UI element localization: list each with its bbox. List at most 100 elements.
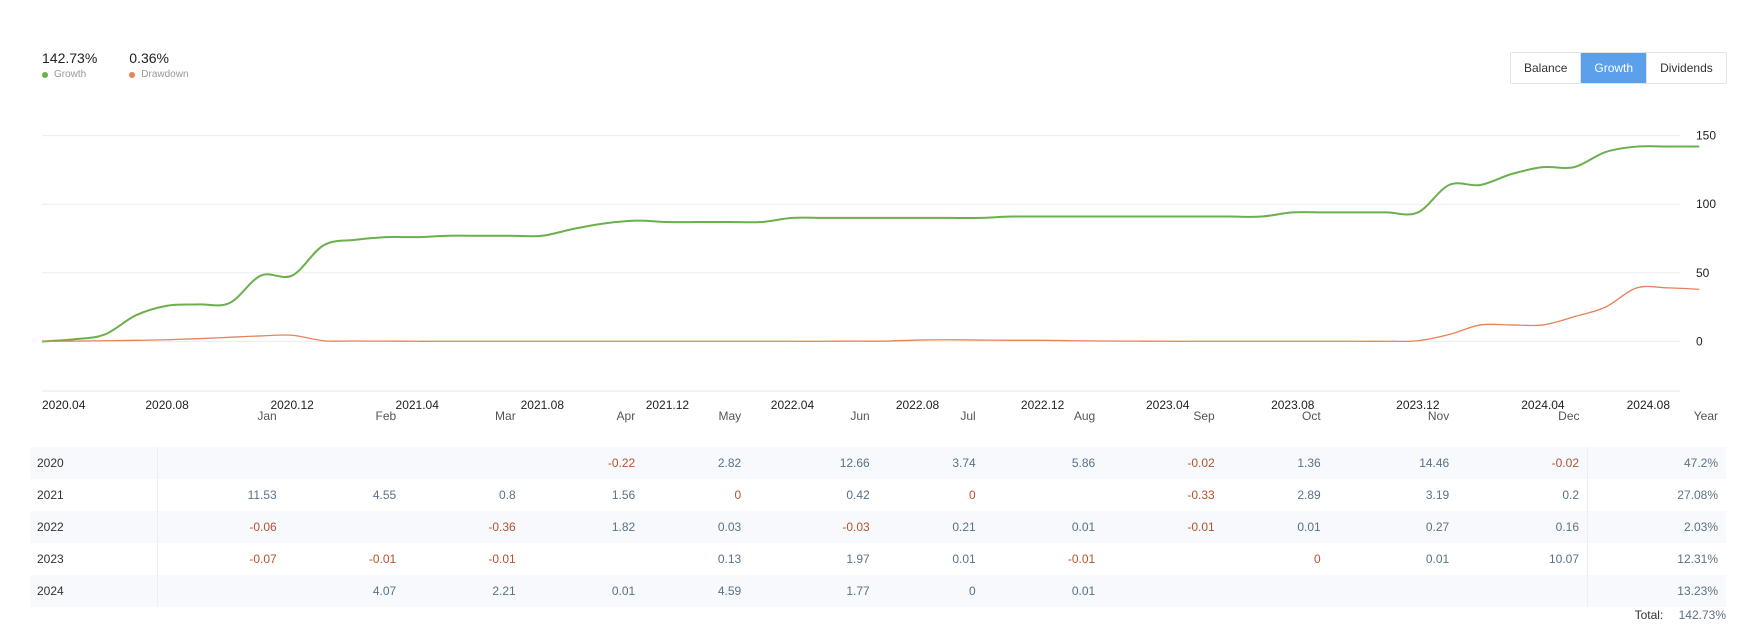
month-value: -0.36 xyxy=(404,511,524,543)
column-header: Apr xyxy=(616,409,636,423)
x-tick-label: 2023.08 xyxy=(1271,398,1315,412)
month-value: 0.42 xyxy=(846,488,870,502)
growth-chart: 150 100 50 0 2020.04 2020.08 2020.12 2021.04 202… xyxy=(41,129,1716,412)
table-body: 2020 -0.22 2.82 12.66 3.74 5.86 -0.02 1.36 14.46… xyxy=(30,447,1726,607)
month-value xyxy=(157,447,285,479)
table-row: 2020 -0.22 2.82 12.66 3.74 5.86 -0.02 1.36 14.46… xyxy=(30,447,1726,479)
month-value xyxy=(1457,575,1588,607)
month-value: 0.01 xyxy=(523,575,644,607)
x-tick-label: 2020.08 xyxy=(145,398,189,412)
drawdown-stat: 0.36% Drawdown xyxy=(129,50,189,80)
month-value: 2.82 xyxy=(643,447,750,479)
drawdown-label: Drawdown xyxy=(141,69,189,80)
drawdown-line xyxy=(41,285,1700,343)
x-tick-label: 2024.04 xyxy=(1521,398,1565,412)
month-value: 1.56 xyxy=(611,488,636,502)
month-value: 0 xyxy=(1314,552,1321,566)
month-value: 5.86 xyxy=(983,447,1104,479)
month-value: -0.02 xyxy=(1457,447,1588,479)
growth-stat: 142.73% Growth xyxy=(42,50,97,80)
column-header: Year xyxy=(1693,409,1718,423)
month-value: 0.21 xyxy=(877,511,984,543)
column-header: May xyxy=(718,409,742,423)
row-year: 2020 xyxy=(30,447,158,479)
x-tick-label: 2024.08 xyxy=(1627,398,1671,412)
year-total: 12.31% xyxy=(1587,543,1726,575)
month-value xyxy=(404,447,524,479)
column-header: Mar xyxy=(495,409,516,423)
month-value: 14.46 xyxy=(1328,447,1458,479)
column-header: Jan xyxy=(257,409,277,423)
month-value: 0.2 xyxy=(1562,488,1579,502)
chart-mode-tabs: Balance Growth Dividends xyxy=(1510,52,1727,84)
month-value xyxy=(1103,575,1223,607)
grand-total: Total: 142.73% xyxy=(1635,608,1726,622)
month-value: 0.01 xyxy=(983,575,1104,607)
table-row: 2021 11.53 4.55 0.8 1.56 0 0.42 0 -0.33 2.89 3.19 0… xyxy=(30,479,1726,511)
tab-dividends[interactable]: Dividends xyxy=(1646,53,1726,83)
monthly-returns-table: Jan Feb Mar Apr May Jun Jul Aug Sep Oct Nov Dec Year… xyxy=(30,409,1726,607)
month-value: -0.03 xyxy=(749,511,878,543)
tab-balance[interactable]: Balance xyxy=(1511,53,1581,83)
total-label: Total: xyxy=(1634,608,1664,622)
table-header-row: Jan Feb Mar Apr May Jun Jul Aug Sep Oct Nov Dec Year xyxy=(30,409,1726,447)
x-tick-label: 2021.04 xyxy=(396,398,440,412)
x-tick-label: 2020.04 xyxy=(42,398,86,412)
growth-line xyxy=(41,145,1700,343)
y-tick-label: 50 xyxy=(1696,266,1710,280)
month-value: 4.07 xyxy=(284,575,405,607)
y-tick-label: 0 xyxy=(1696,334,1703,348)
month-value xyxy=(284,511,405,543)
month-value: 12.66 xyxy=(749,447,878,479)
month-value: -0.06 xyxy=(157,511,285,543)
month-value xyxy=(1328,575,1458,607)
month-value xyxy=(984,479,1104,511)
x-tick-label: 2022.08 xyxy=(896,398,940,412)
month-value: -0.07 xyxy=(249,552,277,566)
column-header: Feb xyxy=(375,409,397,423)
month-value: 0.03 xyxy=(643,511,750,543)
month-value: -0.33 xyxy=(1187,488,1215,502)
y-tick-label: 100 xyxy=(1696,197,1716,211)
row-year: 2023 xyxy=(30,543,158,575)
column-header: Oct xyxy=(1302,409,1321,423)
summary-stats: 142.73% Growth 0.36% Drawdown xyxy=(42,50,189,80)
month-value: 0.01 xyxy=(983,511,1104,543)
x-tick-label: 2022.12 xyxy=(1021,398,1065,412)
month-value: 0.8 xyxy=(499,488,516,502)
month-value: 0 xyxy=(734,488,742,502)
month-value xyxy=(1103,543,1223,575)
month-value: 0.16 xyxy=(1457,511,1588,543)
year-total: 47.2% xyxy=(1587,447,1726,479)
drawdown-value: 0.36% xyxy=(129,50,169,66)
month-value xyxy=(157,575,285,607)
column-header: Nov xyxy=(1427,409,1450,423)
month-value: 4.59 xyxy=(643,575,750,607)
month-value: 10.07 xyxy=(1548,552,1579,566)
column-header: Aug xyxy=(1073,409,1096,423)
table-row: 2022 -0.06 -0.36 1.82 0.03 -0.03 0.21 0.01 -0.01… xyxy=(30,511,1726,543)
x-tick-label: 2023.04 xyxy=(1146,398,1190,412)
month-value: 0 xyxy=(877,575,984,607)
month-value: 0.13 xyxy=(717,552,742,566)
table-row: 2023 -0.07 -0.01 -0.01 0.13 1.97 0.01 -0.01 0 0.0… xyxy=(30,543,1726,575)
tab-growth[interactable]: Growth xyxy=(1580,53,1647,83)
x-tick-label: 2022.04 xyxy=(771,398,815,412)
y-tick-label: 150 xyxy=(1696,129,1716,143)
x-tick-label: 2023.12 xyxy=(1396,398,1440,412)
column-header: Sep xyxy=(1193,409,1215,423)
month-value: 1.77 xyxy=(749,575,878,607)
row-year: 2021 xyxy=(30,479,158,511)
month-value: 2.89 xyxy=(1297,488,1321,502)
month-value: 11.53 xyxy=(247,488,277,502)
row-year: 2022 xyxy=(30,511,158,543)
month-value: 1.36 xyxy=(1222,447,1329,479)
row-year: 2024 xyxy=(30,575,158,607)
column-header: Jun xyxy=(850,409,870,423)
month-value: -0.02 xyxy=(1103,447,1223,479)
year-total: 2.03% xyxy=(1587,511,1726,543)
x-tick-label: 2020.12 xyxy=(270,398,314,412)
table-row: 2024 4.07 2.21 0.01 4.59 1.77 0 0.01 13.23% xyxy=(30,575,1726,607)
month-value: 1.82 xyxy=(523,511,644,543)
month-value: -0.01 xyxy=(1103,511,1223,543)
